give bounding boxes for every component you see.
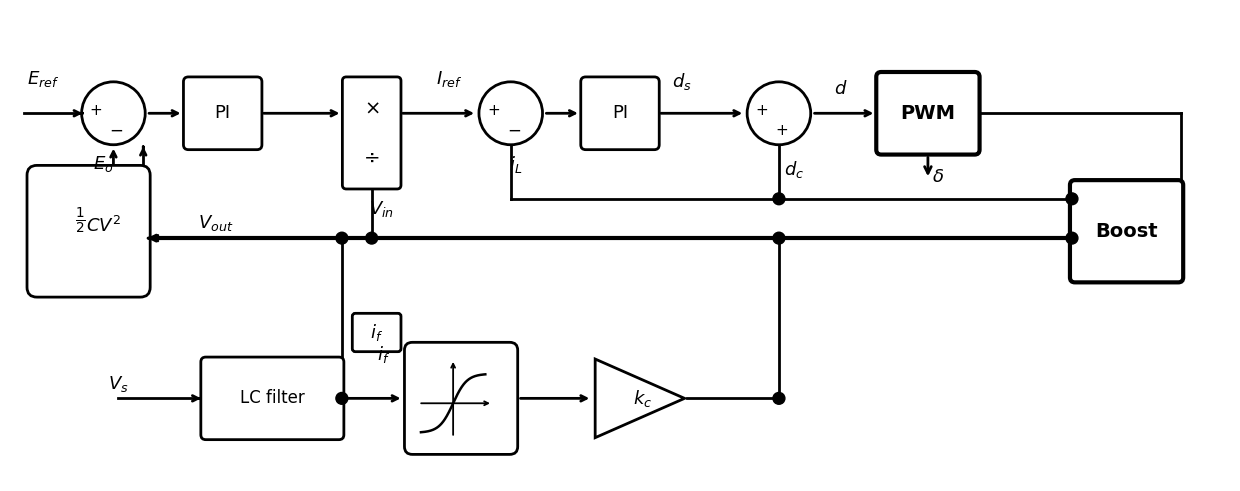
- Text: $i_f$: $i_f$: [377, 344, 389, 365]
- Text: $V_{in}$: $V_{in}$: [368, 199, 393, 218]
- Circle shape: [336, 392, 348, 404]
- Text: Boost: Boost: [1095, 222, 1158, 241]
- Text: $I_{ref}$: $I_{ref}$: [436, 69, 463, 89]
- Circle shape: [773, 193, 785, 205]
- Text: $i_L$: $i_L$: [510, 154, 522, 175]
- Text: +: +: [487, 103, 500, 118]
- Text: $E_{ref}$: $E_{ref}$: [27, 69, 60, 89]
- Circle shape: [773, 392, 785, 404]
- Circle shape: [336, 232, 348, 244]
- Text: $\div$: $\div$: [363, 148, 379, 167]
- Text: +: +: [755, 103, 768, 118]
- Text: $V_{out}$: $V_{out}$: [198, 214, 233, 233]
- FancyBboxPatch shape: [404, 342, 517, 454]
- Circle shape: [1066, 193, 1078, 205]
- Text: $k_c$: $k_c$: [634, 388, 652, 409]
- Circle shape: [366, 232, 378, 244]
- FancyBboxPatch shape: [352, 313, 401, 352]
- Text: $i_f$: $i_f$: [370, 322, 383, 343]
- FancyBboxPatch shape: [580, 77, 660, 150]
- Text: PWM: PWM: [900, 104, 955, 123]
- FancyBboxPatch shape: [1070, 180, 1183, 282]
- Text: $E_o$: $E_o$: [93, 154, 114, 174]
- Circle shape: [1066, 232, 1078, 244]
- Text: $CV^2$: $CV^2$: [86, 216, 122, 236]
- Text: +: +: [775, 123, 789, 138]
- Text: $\frac{1}{2}$: $\frac{1}{2}$: [76, 206, 86, 237]
- FancyBboxPatch shape: [201, 357, 343, 439]
- Text: $d_c$: $d_c$: [784, 159, 804, 180]
- Text: +: +: [89, 103, 103, 118]
- Text: PI: PI: [611, 104, 629, 122]
- FancyBboxPatch shape: [27, 165, 150, 297]
- Text: −: −: [507, 122, 521, 139]
- Circle shape: [773, 232, 785, 244]
- FancyBboxPatch shape: [877, 72, 980, 155]
- Text: $\delta$: $\delta$: [931, 168, 944, 186]
- Text: $d$: $d$: [833, 80, 847, 98]
- Text: PI: PI: [215, 104, 231, 122]
- FancyBboxPatch shape: [184, 77, 262, 150]
- Text: $d_s$: $d_s$: [672, 71, 692, 92]
- Text: LC filter: LC filter: [241, 389, 305, 408]
- Text: −: −: [109, 122, 123, 139]
- FancyBboxPatch shape: [342, 77, 401, 189]
- Text: $\times$: $\times$: [363, 99, 379, 118]
- Text: $V_s$: $V_s$: [108, 374, 129, 394]
